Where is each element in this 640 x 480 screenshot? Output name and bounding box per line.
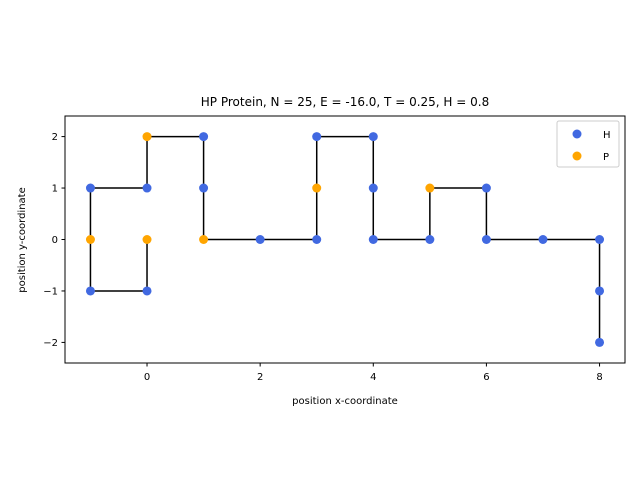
residue-point-h xyxy=(481,183,491,193)
y-tick-label: −1 xyxy=(43,286,58,297)
x-axis-label: position x-coordinate xyxy=(292,396,398,407)
x-tick-label: 4 xyxy=(370,372,376,383)
residue-point-h xyxy=(199,183,209,193)
y-tick-label: 1 xyxy=(52,184,58,195)
residue-point-p xyxy=(425,183,435,193)
residue-point-h xyxy=(595,337,605,347)
residue-point-h xyxy=(538,235,548,244)
y-axis-label: position y-coordinate xyxy=(17,187,28,292)
residue-point-h xyxy=(368,183,378,193)
residue-point-p xyxy=(142,235,152,244)
legend-marker-p xyxy=(572,151,582,161)
residue-point-h xyxy=(85,286,95,296)
residue-point-h xyxy=(142,286,152,296)
y-tick-label: 0 xyxy=(52,235,58,246)
chart-title: HP Protein, N = 25, E = -16.0, T = 0.25,… xyxy=(201,95,489,109)
residue-point-p xyxy=(199,235,209,244)
residue-point-h xyxy=(312,235,322,244)
residue-point-h xyxy=(481,235,491,244)
legend-marker-h xyxy=(572,129,582,139)
legend-label-p: P xyxy=(603,152,609,163)
ticks: 0 2 4 6 8 −2 −1 0 1 2 xyxy=(43,132,602,383)
y-tick-label: −2 xyxy=(43,338,58,349)
x-tick-label: 8 xyxy=(596,372,602,383)
residue-point-h xyxy=(255,235,265,244)
residue-point-h xyxy=(595,235,605,244)
residue-point-h xyxy=(595,286,605,296)
residue-point-h xyxy=(368,132,378,142)
y-tick-label: 2 xyxy=(52,132,58,143)
legend: H P xyxy=(556,120,620,168)
legend-label-h: H xyxy=(603,130,611,141)
residue-point-h xyxy=(368,235,378,244)
x-tick-label: 2 xyxy=(257,372,263,383)
x-tick-label: 6 xyxy=(483,372,489,383)
residue-point-p xyxy=(142,132,152,142)
residue-point-p xyxy=(85,235,95,244)
residue-point-h xyxy=(425,235,435,244)
residue-point-h xyxy=(142,183,152,193)
plot-area xyxy=(85,132,605,347)
residue-point-p xyxy=(312,183,322,193)
residue-point-h xyxy=(312,132,322,142)
legend-box xyxy=(556,120,620,168)
residue-point-h xyxy=(85,183,95,193)
x-tick-label: 0 xyxy=(144,372,150,383)
residue-point-h xyxy=(199,132,209,142)
